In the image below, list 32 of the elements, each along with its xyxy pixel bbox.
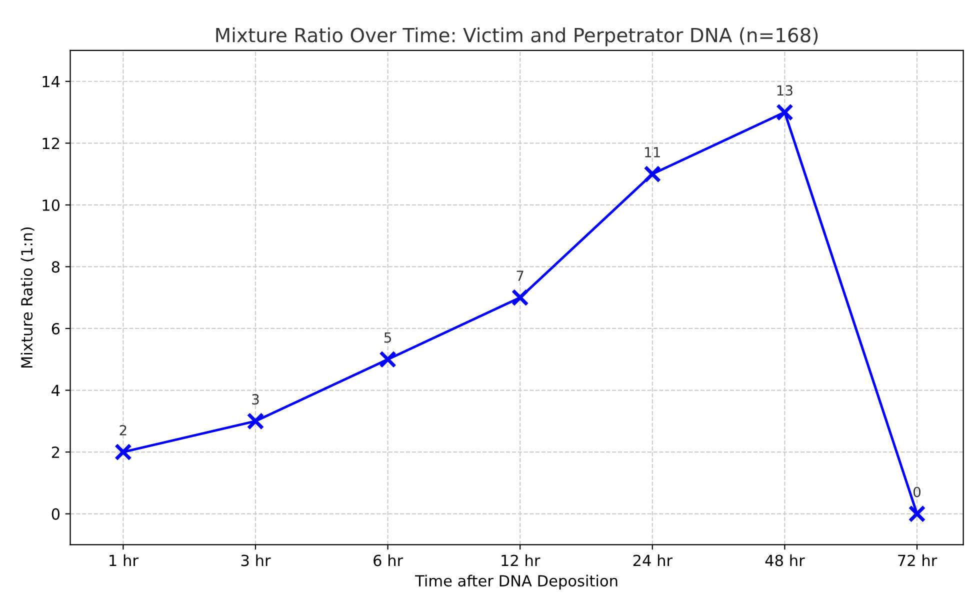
y-tick-label: 14 (42, 76, 60, 88)
y-axis-title: Mixture Ratio (1:n) (20, 227, 34, 368)
y-tick-label: 6 (52, 322, 60, 335)
x-axis-title: Time after DNA Deposition (415, 574, 618, 590)
y-tick-label: 12 (42, 138, 60, 149)
data-label: 5 (384, 332, 392, 343)
data-label: 13 (777, 85, 792, 96)
x-tick-label: 48 hr (765, 554, 805, 566)
x-tick-label: 12 hr (502, 554, 540, 566)
y-tick-label: 8 (52, 261, 60, 273)
y-tick-label: 10 (42, 199, 60, 211)
y-tick-label: 0 (52, 508, 60, 520)
x-tick-label: 1 hr (110, 554, 138, 566)
point (776, 104, 794, 121)
point (511, 288, 529, 306)
x-tick-label: 3 hr (241, 554, 271, 566)
x-tick-label: 72 hr (898, 554, 938, 566)
data-label: 0 (914, 486, 920, 498)
x-tick-label: 24 hr (633, 554, 673, 566)
y-tick-label: 4 (52, 384, 60, 396)
point (644, 165, 662, 183)
data-label: 7 (516, 270, 524, 281)
point (246, 412, 264, 430)
point (114, 443, 132, 461)
data-label: 2 (120, 424, 126, 436)
data-label: 3 (252, 394, 259, 405)
point (379, 350, 396, 368)
y-tick-label: 2 (52, 446, 60, 458)
data-label: 11 (645, 147, 660, 158)
chart-title: Mixture Ratio Over Time: Victim and Perpetrator DNA (n=168) (216, 27, 818, 46)
point (908, 505, 926, 522)
x-tick-label: 6 hr (374, 554, 404, 566)
